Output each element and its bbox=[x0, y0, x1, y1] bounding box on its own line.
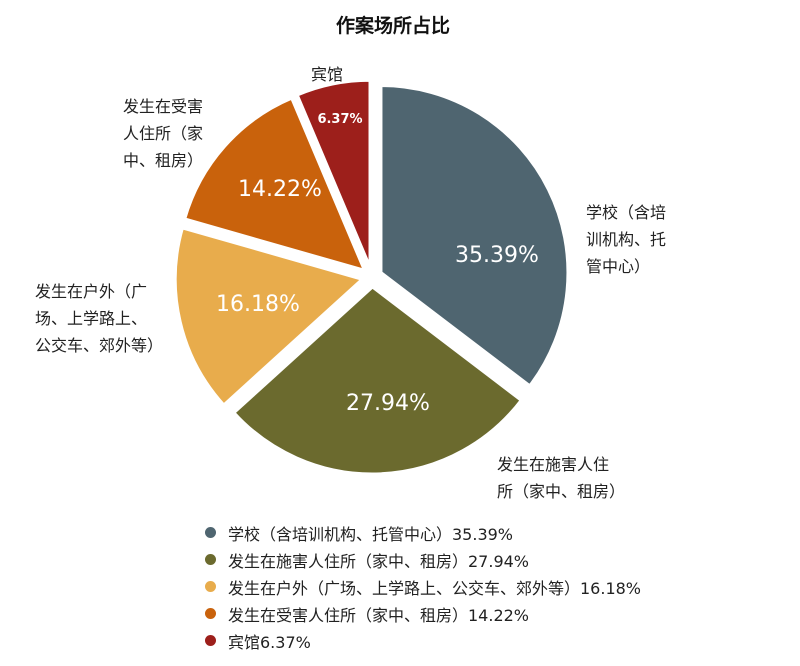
slice-outer-label-0: 学校（含培训机构、托管中心） bbox=[586, 203, 666, 276]
pie-slices bbox=[173, 78, 570, 476]
legend-label-3: 发生在受害人住所（家中、租房）14.22% bbox=[228, 605, 530, 625]
slice-outer-label-4: 宾馆 bbox=[311, 65, 343, 84]
pie-slice-0 bbox=[379, 84, 570, 388]
legend-swatch-1 bbox=[205, 554, 216, 565]
pie-slice-3 bbox=[182, 96, 368, 273]
legend-item-2: 发生在户外（广场、上学路上、公交车、郊外等）16.18% bbox=[205, 573, 641, 600]
legend-item-4: 宾馆6.37% bbox=[205, 627, 641, 654]
legend-label-1: 发生在施害人住所（家中、租房）27.94% bbox=[228, 551, 530, 571]
legend-swatch-4 bbox=[205, 635, 216, 646]
pie-labels: 35.39% 学校（含培训机构、托管中心） 27.94% 发生在施害人住所（家中、租房… bbox=[35, 65, 666, 501]
legend-label-0: 学校（含培训机构、托管中心）35.39% bbox=[228, 524, 514, 544]
legend-item-3: 发生在受害人住所（家中、租房）14.22% bbox=[205, 600, 641, 627]
legend-item-0: 学校（含培训机构、托管中心）35.39% bbox=[205, 519, 641, 546]
pie-slice-2 bbox=[173, 226, 366, 408]
slice-percent-label-0: 35.39% bbox=[455, 243, 539, 268]
legend-label-4: 宾馆6.37% bbox=[228, 632, 311, 652]
slice-outer-label-1: 发生在施害人住所（家中、租房） bbox=[497, 455, 625, 501]
slice-outer-label-2: 发生在户外（广场、上学路上、公交车、郊外等） bbox=[35, 282, 163, 355]
slice-outer-label-3: 发生在受害人住所（家中、租房） bbox=[123, 97, 203, 170]
legend-label-2: 发生在户外（广场、上学路上、公交车、郊外等）16.18% bbox=[228, 578, 642, 598]
legend-swatch-2 bbox=[205, 581, 216, 592]
legend: 学校（含培训机构、托管中心）35.39% 发生在施害人住所（家中、租房）27.94… bbox=[205, 519, 641, 654]
slice-percent-label-1: 27.94% bbox=[346, 391, 430, 416]
slice-percent-label-3: 14.22% bbox=[238, 177, 322, 202]
pie-slice-4 bbox=[295, 78, 372, 268]
slice-percent-label-4: 6.37% bbox=[317, 112, 362, 127]
legend-swatch-3 bbox=[205, 608, 216, 619]
legend-swatch-0 bbox=[205, 527, 216, 538]
pie-slice-1 bbox=[231, 285, 524, 476]
slice-percent-label-2: 16.18% bbox=[216, 292, 300, 317]
chart-title: 作案场所占比 bbox=[336, 14, 450, 37]
legend-item-1: 发生在施害人住所（家中、租房）27.94% bbox=[205, 546, 641, 573]
